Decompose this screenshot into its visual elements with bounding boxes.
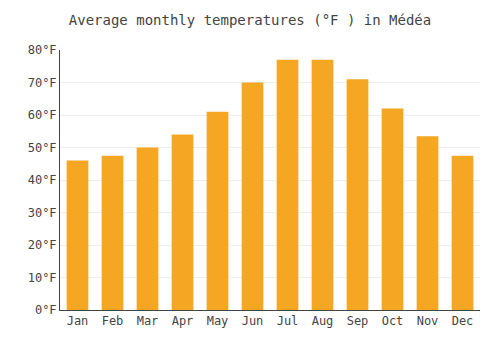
svg-text:Feb: Feb xyxy=(102,314,124,328)
svg-text:0°F: 0°F xyxy=(35,303,57,317)
svg-text:60°F: 60°F xyxy=(28,108,57,122)
svg-text:Sep: Sep xyxy=(347,314,369,328)
svg-text:10°F: 10°F xyxy=(28,271,57,285)
svg-text:Apr: Apr xyxy=(172,314,194,328)
svg-text:Jun: Jun xyxy=(242,314,264,328)
svg-text:Dec: Dec xyxy=(452,314,474,328)
svg-text:Nov: Nov xyxy=(417,314,439,328)
svg-text:Oct: Oct xyxy=(382,314,404,328)
svg-text:Average monthly temperatures (: Average monthly temperatures (°F ) in Mé… xyxy=(69,12,431,28)
svg-text:30°F: 30°F xyxy=(28,206,57,220)
svg-text:80°F: 80°F xyxy=(28,43,57,57)
svg-text:Jan: Jan xyxy=(67,314,89,328)
svg-text:70°F: 70°F xyxy=(28,76,57,90)
svg-text:Aug: Aug xyxy=(312,314,334,328)
svg-text:Mar: Mar xyxy=(137,314,159,328)
svg-text:May: May xyxy=(207,314,229,328)
svg-text:20°F: 20°F xyxy=(28,238,57,252)
svg-text:50°F: 50°F xyxy=(28,141,57,155)
svg-text:Jul: Jul xyxy=(277,314,299,328)
svg-text:40°F: 40°F xyxy=(28,173,57,187)
